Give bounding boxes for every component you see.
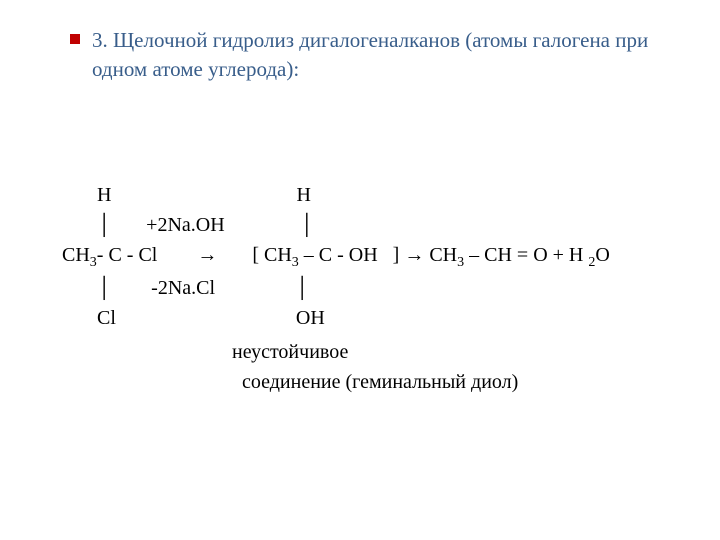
r4-left: │ -2Na.Cl [62, 277, 215, 299]
r4-right: │ [215, 277, 309, 299]
reaction-row-4: │ -2Na.Cl │ [62, 273, 702, 303]
reaction-row-1: Н Н [62, 180, 702, 210]
slide-title: 3. Щелочной гидролиз дигалогеналканов (а… [92, 26, 682, 85]
reaction-scheme: Н Н │ +2Na.OH │ СН3- С - Cl → [ СН3 – С … [62, 180, 702, 397]
bullet-marker [70, 34, 80, 44]
r3-mid3: – СН = О + Н [464, 244, 588, 266]
caption-line-2: соединение (геминальный диол) [62, 367, 702, 397]
r3-sub2: 3 [292, 255, 299, 270]
r1-right: Н [111, 184, 310, 206]
r3-mid1: - С - Cl → [ СН [97, 244, 292, 266]
r2-right: │ [225, 214, 314, 236]
r3-end: О [595, 244, 609, 266]
reaction-row-5: Cl ОН [62, 303, 702, 333]
reaction-caption: неустойчивое соединение (геминальный дио… [62, 337, 702, 397]
r1-left: Н [62, 184, 111, 206]
reaction-row-2: │ +2Na.OH │ [62, 210, 702, 240]
r5-left: Cl [62, 307, 116, 329]
r2-left: │ +2Na.OH [62, 214, 225, 236]
caption-line-1: неустойчивое [62, 337, 702, 367]
r3-prefix: СН [62, 244, 90, 266]
r3-sub1: 3 [90, 255, 97, 270]
reaction-row-3: СН3- С - Cl → [ СН3 – С - ОН ] → СН3 – С… [62, 240, 702, 273]
r5-right: ОН [116, 307, 325, 329]
r3-mid2: – С - ОН ] → СН [299, 244, 457, 266]
